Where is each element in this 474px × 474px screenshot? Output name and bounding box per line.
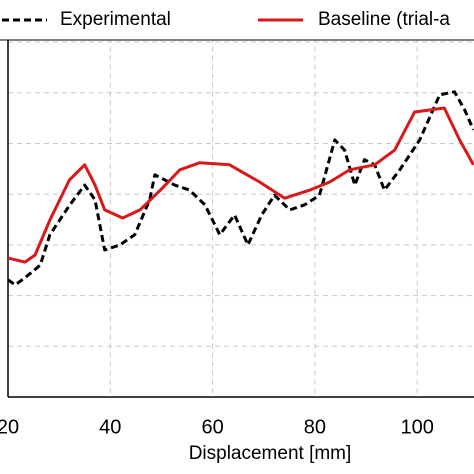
x-tick-label: 40 — [99, 416, 121, 438]
series-line — [7, 106, 474, 264]
x-tick-label: 80 — [304, 416, 326, 438]
x-tick-label: 20 — [0, 416, 19, 438]
legend-label: Experimental — [60, 9, 171, 30]
x-axis-label: Displacement [mm] — [189, 443, 352, 464]
legend-box — [0, 0, 474, 41]
legend-label: Baseline (trial-a — [318, 9, 450, 30]
series-line — [7, 90, 474, 287]
x-tick-label: 100 — [400, 416, 433, 438]
x-tick-label: 60 — [201, 416, 223, 438]
